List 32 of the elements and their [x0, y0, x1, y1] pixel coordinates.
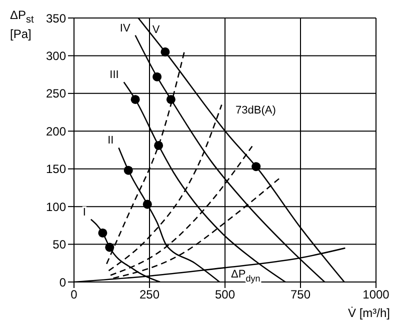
y-tick-label: 100 [46, 200, 66, 214]
point [252, 162, 261, 172]
y-tick-label: 0 [59, 275, 66, 290]
x-tick-label: 500 [214, 288, 236, 302]
x-tick-label: 250 [139, 288, 160, 302]
y-axis-title: ΔP$_{st}$ [Pa] [10, 8, 34, 42]
x-tick-label: 750 [290, 288, 311, 302]
point [160, 47, 170, 56]
y-tick-label: 50 [52, 238, 66, 252]
point [152, 72, 162, 82]
point [142, 200, 152, 209]
series-label: III [110, 69, 119, 82]
point [124, 166, 133, 175]
series-label: IV [120, 22, 131, 34]
point [98, 228, 108, 238]
y-tick-label: 150 [46, 162, 66, 176]
y-tick-label: 250 [46, 86, 66, 101]
series-label: I [82, 206, 86, 218]
series-label: II [108, 134, 114, 147]
y-tick-label: 350 [46, 11, 66, 26]
annotation: ΔP$_{dyn}$ [231, 268, 260, 284]
point [105, 242, 114, 252]
y-tick-label: 200 [46, 124, 66, 138]
point [154, 140, 164, 150]
point [130, 94, 140, 104]
x-tick-label: 1000 [362, 288, 390, 302]
point [166, 94, 176, 104]
x-tick-label: 0 [70, 288, 78, 302]
x-axis-title: V̇ [m³/h] [348, 306, 390, 320]
y-tick-label: 300 [46, 48, 66, 63]
series-label: V [152, 24, 160, 36]
annotation: 73dB(A) [236, 104, 276, 116]
